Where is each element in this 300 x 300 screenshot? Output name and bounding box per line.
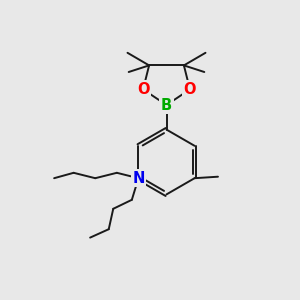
Text: B: B — [161, 98, 172, 112]
Text: O: O — [184, 82, 196, 97]
Text: O: O — [137, 82, 149, 97]
Text: N: N — [132, 171, 145, 186]
